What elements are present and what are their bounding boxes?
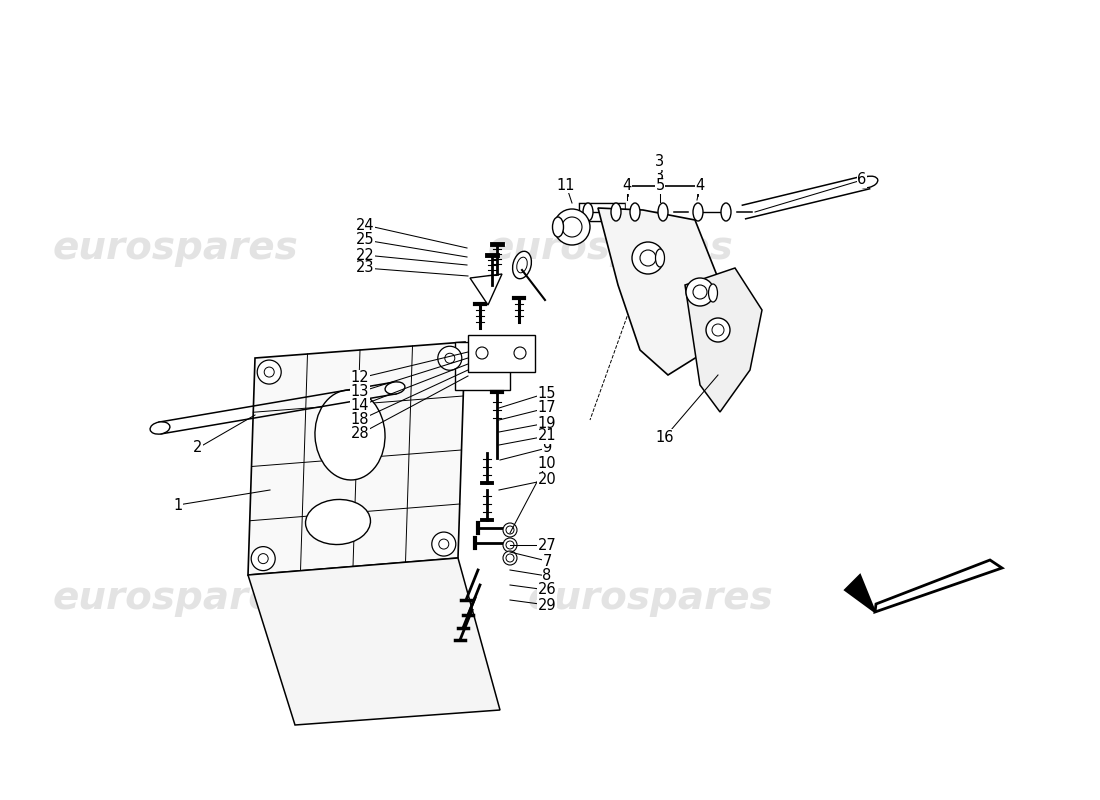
Circle shape (503, 551, 517, 565)
Circle shape (432, 532, 455, 556)
Polygon shape (845, 575, 875, 612)
Text: 7: 7 (542, 554, 552, 569)
Ellipse shape (306, 499, 371, 545)
Text: 22: 22 (355, 247, 374, 262)
Polygon shape (685, 268, 762, 412)
Text: 15: 15 (538, 386, 557, 401)
Circle shape (686, 278, 714, 306)
Ellipse shape (630, 203, 640, 221)
Circle shape (554, 209, 590, 245)
Text: 2: 2 (194, 441, 202, 455)
Circle shape (503, 523, 517, 537)
Text: eurospares: eurospares (52, 229, 298, 267)
Text: 16: 16 (656, 430, 674, 445)
Ellipse shape (658, 203, 668, 221)
Circle shape (514, 347, 526, 359)
Text: 9: 9 (542, 441, 551, 455)
Text: 20: 20 (538, 473, 557, 487)
Text: eurospares: eurospares (527, 579, 773, 617)
Text: 18: 18 (351, 413, 370, 427)
Text: 4: 4 (695, 178, 705, 194)
Ellipse shape (610, 203, 621, 221)
Polygon shape (470, 274, 502, 305)
Text: 12: 12 (351, 370, 370, 386)
Ellipse shape (583, 203, 593, 221)
Polygon shape (598, 208, 718, 375)
Ellipse shape (708, 284, 717, 302)
Text: eurospares: eurospares (487, 229, 733, 267)
Text: 25: 25 (355, 233, 374, 247)
Ellipse shape (150, 422, 169, 434)
Polygon shape (468, 335, 535, 372)
Ellipse shape (315, 390, 385, 480)
Ellipse shape (552, 217, 563, 237)
Text: 23: 23 (355, 261, 374, 275)
Polygon shape (455, 342, 510, 390)
Text: 5: 5 (656, 178, 664, 194)
Text: 10: 10 (538, 455, 557, 470)
Circle shape (476, 347, 488, 359)
Text: 26: 26 (538, 582, 557, 598)
Circle shape (706, 318, 730, 342)
Circle shape (438, 346, 462, 370)
Ellipse shape (385, 382, 405, 394)
Ellipse shape (720, 203, 732, 221)
Ellipse shape (513, 251, 531, 278)
Circle shape (251, 546, 275, 570)
Text: 8: 8 (542, 569, 551, 583)
Circle shape (257, 360, 282, 384)
Text: 3: 3 (656, 167, 664, 182)
Text: 17: 17 (538, 401, 557, 415)
Text: 3: 3 (656, 154, 664, 170)
Text: 6: 6 (857, 173, 867, 187)
Text: 19: 19 (538, 415, 557, 430)
Ellipse shape (858, 176, 878, 188)
Text: 24: 24 (355, 218, 374, 233)
Polygon shape (248, 558, 500, 725)
Circle shape (632, 242, 664, 274)
Text: 21: 21 (538, 429, 557, 443)
Polygon shape (248, 342, 465, 575)
Text: 14: 14 (351, 398, 370, 414)
Ellipse shape (656, 249, 664, 267)
Text: 28: 28 (351, 426, 370, 442)
Text: 29: 29 (538, 598, 557, 613)
Circle shape (503, 538, 517, 552)
Ellipse shape (693, 203, 703, 221)
Text: 4: 4 (623, 178, 631, 194)
Text: eurospares: eurospares (52, 579, 298, 617)
Text: 13: 13 (351, 385, 370, 399)
Text: 11: 11 (557, 178, 575, 193)
Text: 27: 27 (538, 538, 557, 553)
Polygon shape (874, 560, 1002, 612)
Text: 1: 1 (174, 498, 183, 513)
